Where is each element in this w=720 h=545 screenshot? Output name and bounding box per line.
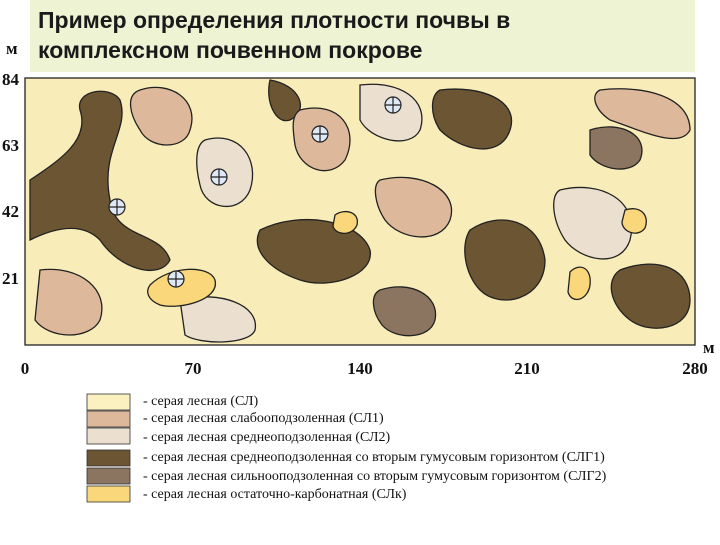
- x-tick-label: 0: [21, 359, 30, 378]
- legend-item: - серая лесная сильнооподзоленная со вто…: [143, 469, 607, 484]
- x-tick-label: 280: [682, 359, 708, 378]
- soil-map: [24, 77, 696, 346]
- legend-item: - серая лесная слабооподзоленная (СЛ1): [143, 411, 384, 426]
- legend-item: - серая лесная остаточно-карбонатная (СЛ…: [143, 487, 407, 502]
- title-line: Пример определения плотности почвы в комп…: [38, 7, 510, 63]
- title-line: Пример определения плотности почвы в: [38, 7, 510, 33]
- y-tick-label: 21: [2, 269, 19, 288]
- y-unit: м: [6, 39, 18, 58]
- legend-item: - серая лесная среднеоподзоленная (СЛ2): [143, 430, 391, 445]
- y-tick-label: 63: [2, 136, 19, 155]
- x-tick-label: 140: [347, 359, 373, 378]
- title-line: комплексном почвенном покрове: [38, 37, 422, 63]
- legend: - серая лесная (СЛ) - серая лесная слабо…: [86, 393, 607, 503]
- title-box: [30, 0, 695, 72]
- x-tick-label: 70: [185, 359, 202, 378]
- legend-item: - серая лесная среднеоподзоленная со вто…: [143, 450, 605, 465]
- y-tick-label: 42: [2, 202, 19, 221]
- x-tick-label: 210: [514, 359, 540, 378]
- x-unit: м: [703, 338, 715, 357]
- y-tick-label: 84: [2, 70, 20, 89]
- legend-item: - серая лесная (СЛ): [143, 394, 258, 409]
